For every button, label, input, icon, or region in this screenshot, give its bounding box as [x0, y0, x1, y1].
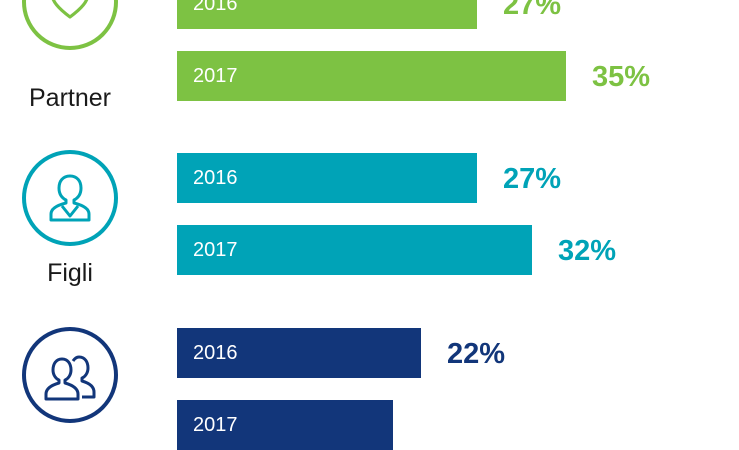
bar-year-label: 2017	[193, 413, 238, 436]
bar-2017: 2017	[177, 225, 532, 275]
category-label: Figli	[47, 259, 93, 287]
category-icon-circle	[22, 150, 118, 246]
bar-value-label: 35%	[592, 61, 651, 93]
bar-value-label: 27%	[503, 0, 562, 21]
bar-year-label: 2017	[193, 238, 238, 261]
bar-year-label: 2016	[193, 166, 238, 189]
bar-value-label: 22%	[447, 338, 506, 370]
bar-2017: 2017	[177, 400, 393, 450]
category-icon-circle	[22, 0, 118, 50]
bar-year-label: 2017	[193, 64, 238, 87]
people-icon	[40, 347, 100, 403]
category-label: Partner	[29, 84, 111, 112]
bar-2016: 2016	[177, 328, 421, 378]
bar-year-label: 2016	[193, 0, 238, 15]
bar-value-label: 32%	[558, 235, 617, 267]
bar-2017: 2017	[177, 51, 566, 101]
bar-year-label: 2016	[193, 341, 238, 364]
bar-2016: 2016	[177, 0, 477, 29]
person-icon	[42, 170, 98, 226]
bar-2016: 2016	[177, 153, 477, 203]
bar-value-label: 27%	[503, 163, 562, 195]
heart-icon	[48, 0, 92, 24]
category-icon-circle	[22, 327, 118, 423]
